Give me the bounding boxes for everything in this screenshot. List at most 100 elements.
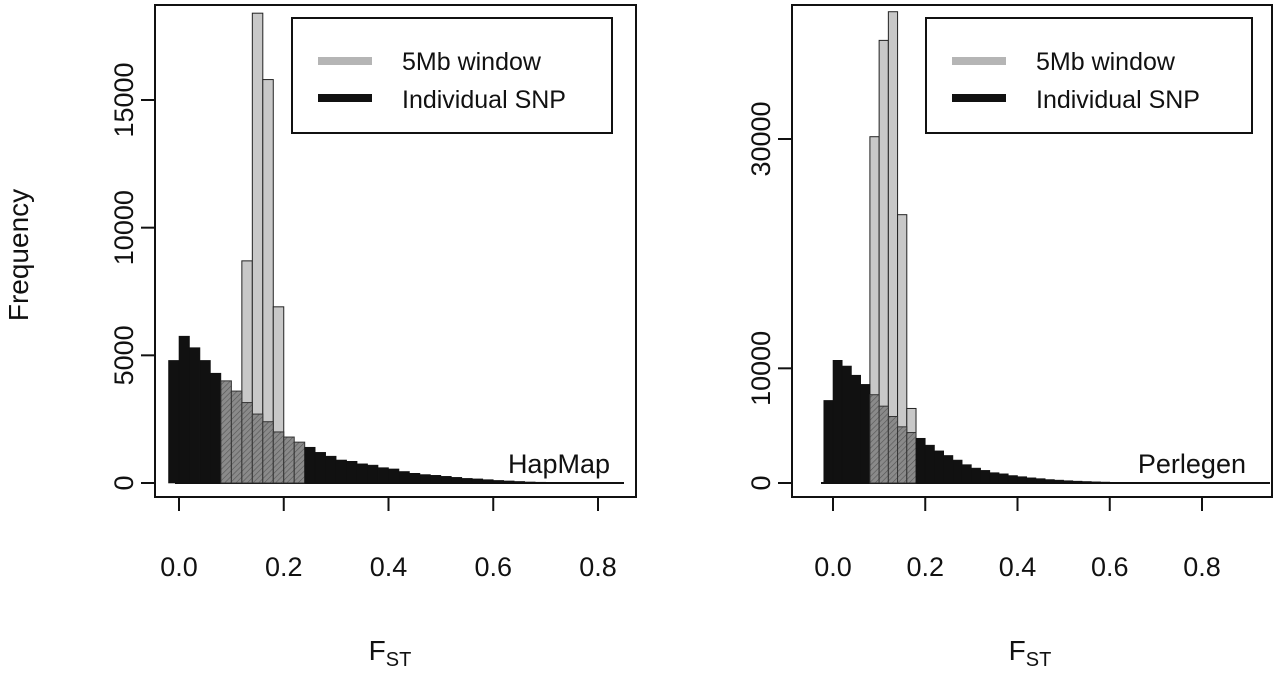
bar-snp [357, 464, 367, 483]
bar-overlap [284, 437, 294, 483]
x-axis-label-sub: ST [1026, 649, 1052, 668]
bar-snp [962, 465, 971, 483]
axes-layer: 0.0 0.2 0.4 0.6 0.8 0 5000 10000 15000 [109, 62, 617, 582]
bar-snp [420, 475, 430, 483]
bar-snp [326, 456, 336, 483]
bar-snp [971, 468, 980, 483]
bar-snp [169, 360, 179, 483]
bar-snp [378, 468, 388, 483]
x-tick-label: 0.6 [1091, 552, 1129, 582]
bar-snp [210, 373, 220, 483]
bar-snp [504, 481, 514, 483]
panel-perlegen: 0.0 0.2 0.4 0.6 0.8 0 10000 30000 5Mb window In… [746, 5, 1272, 582]
y-tick-label: 10000 [746, 331, 776, 406]
bar-snp [472, 479, 482, 483]
bar-snp [514, 481, 524, 483]
bar-snp [1045, 480, 1054, 483]
bar-snp [981, 470, 990, 483]
bar-snp [399, 472, 409, 483]
y-axis-label: Frequency [3, 189, 34, 321]
bar-snp [546, 482, 556, 483]
legend: 5Mb window Individual SNP [292, 18, 612, 133]
legend-label-window: 5Mb window [1036, 48, 1176, 76]
bar-snp [525, 482, 535, 483]
bar-snp [1018, 477, 1027, 483]
bar-overlap [294, 442, 304, 483]
bar-snp [1091, 482, 1100, 483]
bar-snp [389, 469, 399, 483]
bar-overlap [898, 427, 907, 483]
bar-overlap [879, 406, 888, 483]
bar-snp [441, 476, 451, 483]
axes-layer: 0.0 0.2 0.4 0.6 0.8 0 10000 30000 [746, 101, 1221, 582]
y-tick-label: 30000 [746, 101, 776, 176]
legend-label-snp: Individual SNP [1036, 86, 1200, 114]
bar-snp [824, 400, 833, 483]
y-tick-label: 5000 [109, 325, 139, 385]
x-tick-label: 0.0 [160, 552, 198, 582]
legend: 5Mb window Individual SNP [926, 18, 1252, 133]
bar-snp [842, 366, 851, 483]
bar-snp [535, 482, 545, 483]
bar-snp [305, 447, 315, 483]
panel-hapmap: 0.0 0.2 0.4 0.6 0.8 0 5000 10000 15000 5Mb windo… [109, 5, 636, 582]
bar-snp [1064, 481, 1073, 483]
bar-window [888, 12, 897, 483]
bar-snp [430, 475, 440, 483]
bar-snp [833, 360, 842, 483]
bar-snp [1036, 479, 1045, 483]
x-tick-label: 0.0 [814, 552, 852, 582]
bar-snp [944, 455, 953, 483]
bar-snp [462, 478, 472, 483]
x-tick-label: 0.2 [906, 552, 944, 582]
bar-snp [189, 348, 199, 483]
y-tick-label: 0 [746, 475, 776, 490]
bar-overlap [221, 381, 231, 483]
bar-snp [1119, 482, 1128, 483]
bar-snp [368, 465, 378, 483]
x-axis-label-main: F [369, 635, 386, 666]
bar-snp [1027, 478, 1036, 483]
bar-snp [336, 460, 346, 483]
bar-snp [925, 445, 934, 483]
bar-window [252, 13, 262, 483]
bar-snp [934, 451, 943, 483]
bar-snp [200, 360, 210, 483]
x-tick-label: 0.6 [474, 552, 512, 582]
x-tick-label: 0.4 [999, 552, 1037, 582]
bar-snp [861, 384, 870, 483]
x-axis-label-sub: ST [386, 649, 412, 668]
y-tick-label: 10000 [109, 190, 139, 265]
bar-snp [851, 375, 860, 483]
panel-label: HapMap [508, 449, 610, 479]
bar-snp [493, 480, 503, 483]
bar-overlap [870, 395, 879, 483]
x-axis-label-left: FST [369, 635, 412, 668]
bar-overlap [907, 433, 916, 483]
bar-overlap [231, 391, 241, 483]
bar-snp [1008, 476, 1017, 483]
bar-snp [990, 473, 999, 483]
y-tick-label: 15000 [109, 62, 139, 137]
x-axis-label-main: F [1009, 635, 1026, 666]
x-axis-label-right: FST [1009, 635, 1052, 668]
x-tick-label: 0.2 [265, 552, 303, 582]
x-tick-label: 0.8 [1183, 552, 1221, 582]
bar-overlap [242, 403, 252, 483]
x-tick-label: 0.8 [579, 552, 617, 582]
bar-snp [451, 477, 461, 483]
bar-snp [999, 474, 1008, 483]
bar-snp [315, 452, 325, 483]
bar-snp [179, 336, 189, 483]
bar-snp [483, 480, 493, 483]
legend-label-snp: Individual SNP [402, 86, 566, 114]
bar-snp [1073, 481, 1082, 483]
bar-overlap [252, 414, 262, 483]
bar-snp [1110, 482, 1119, 483]
x-tick-label: 0.4 [370, 552, 408, 582]
bar-snp [953, 460, 962, 483]
y-tick-label: 0 [109, 475, 139, 490]
bar-snp [916, 438, 925, 483]
